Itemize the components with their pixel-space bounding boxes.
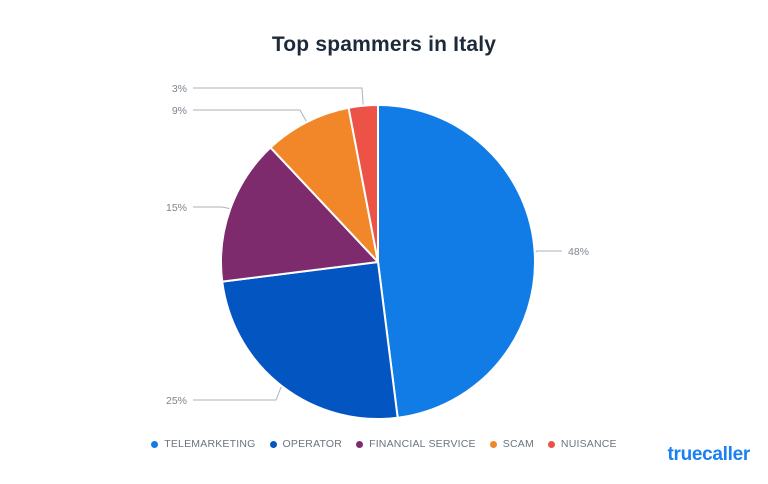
pie-slice-operator [221, 261, 399, 420]
legend-item-nuisance[interactable]: NUISANCE [547, 438, 617, 450]
legend-item-financial-service[interactable]: FINANCIAL SERVICE [356, 438, 476, 450]
pie-slice-telemarketing [377, 104, 536, 419]
pie-slice-nuisance [347, 104, 379, 263]
data-label-nuisance: 3% [172, 83, 187, 95]
legend-dot-icon [547, 440, 555, 448]
legend-label: SCAM [502, 438, 534, 450]
leader-line-scam [193, 109, 307, 122]
legend-label: FINANCIAL SERVICE [369, 438, 476, 450]
data-label-scam: 9% [172, 105, 187, 117]
chart-title: Top spammers in Italy [271, 33, 497, 56]
truecaller-logo: truecaller [667, 444, 750, 465]
data-label-telemarketing: 48% [568, 246, 589, 258]
legend-dot-icon [151, 440, 159, 448]
data-label-operator: 25% [166, 395, 187, 407]
legend-label: NUISANCE [560, 438, 617, 450]
legend-item-scam[interactable]: SCAM [489, 438, 534, 450]
legend-item-telemarketing[interactable]: TELEMARKETING [151, 438, 255, 450]
legend-dot-icon [269, 440, 277, 448]
leader-line-operator [193, 386, 282, 401]
legend-dot-icon [489, 440, 497, 448]
leader-line-telemarketing [535, 250, 562, 253]
legend-label: OPERATOR [282, 438, 343, 450]
pie-slice-scam [269, 106, 379, 263]
chart-legend: TELEMARKETING OPERATOR FINANCIAL SERVICE SC… [0, 438, 768, 450]
data-label-financial-service: 15% [166, 202, 187, 214]
legend-item-operator[interactable]: OPERATOR [269, 438, 343, 450]
legend-label: TELEMARKETING [164, 438, 256, 450]
leader-line-financial-service [193, 206, 230, 209]
leader-line-nuisance [193, 87, 364, 105]
pie-slice-financial-service [220, 146, 379, 283]
legend-dot-icon [356, 440, 364, 448]
